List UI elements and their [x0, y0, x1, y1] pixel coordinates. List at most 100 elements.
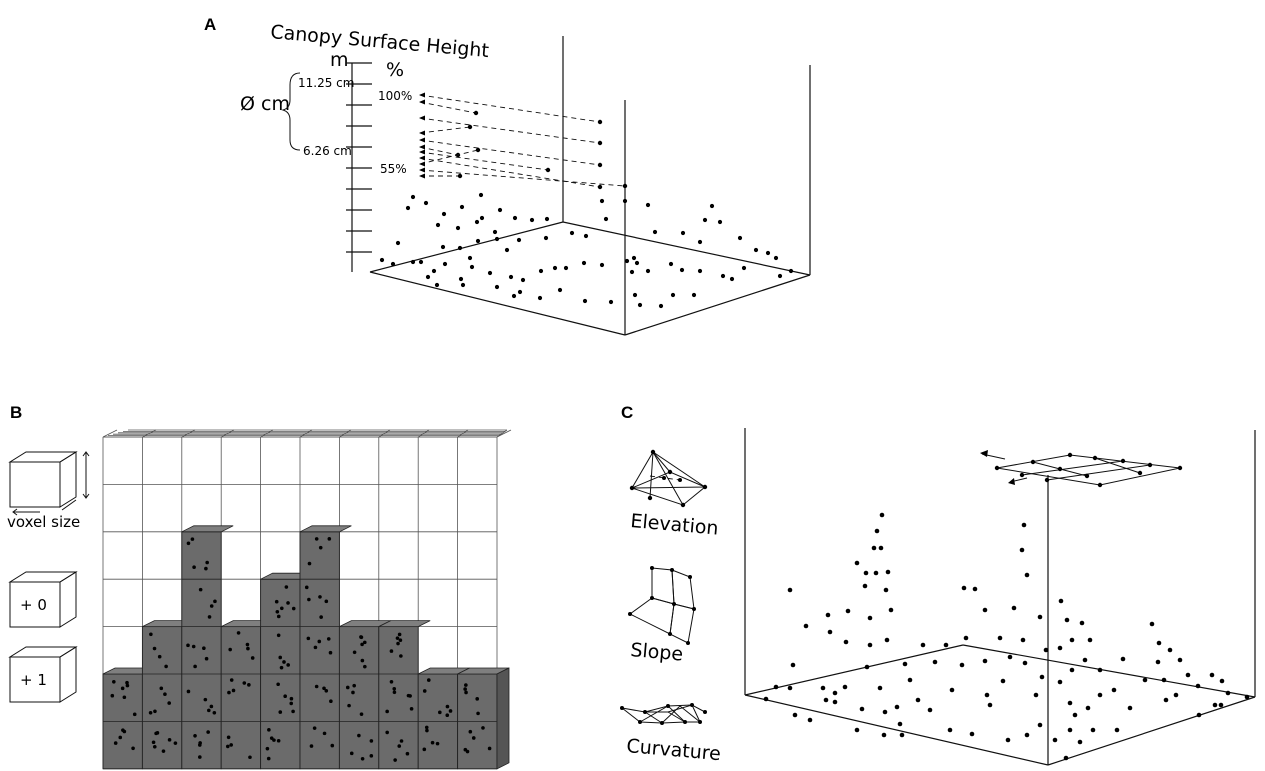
voxel-grid-line [142, 429, 157, 438]
lidar-point [405, 205, 411, 211]
voxel-point [395, 636, 400, 640]
voxel-point [125, 683, 130, 688]
projection-arrow [419, 101, 477, 114]
lidar-point [629, 269, 635, 275]
lidar-point [458, 276, 464, 282]
voxel-point [392, 686, 397, 691]
voxel-point [161, 749, 166, 753]
voxel-point [425, 728, 429, 733]
lidar-point [787, 685, 793, 691]
voxel-point [464, 690, 468, 695]
voxel-point [360, 658, 365, 663]
lidar-point [803, 623, 809, 629]
lidar-point [709, 203, 715, 209]
lidar-point [1037, 614, 1043, 620]
filled-voxel-label: + 1 [20, 671, 47, 689]
lidar-point [1195, 683, 1201, 689]
canopy-surface-height-title: Canopy Surface Height [270, 21, 490, 62]
lidar-point [859, 706, 865, 712]
projection-arrow [419, 149, 479, 165]
lidar-point [455, 225, 461, 231]
lidar-point [1043, 647, 1049, 653]
filled-voxel-top [378, 620, 431, 627]
voxel-point [347, 703, 351, 708]
voxel-point [448, 709, 453, 713]
lidar-point [469, 264, 475, 270]
lidar-point [1057, 679, 1063, 685]
top-diameter-value: 11.25 cm [298, 76, 354, 90]
voxel-point [405, 751, 410, 756]
lidar-point [1022, 660, 1028, 666]
lidar-point [854, 560, 860, 566]
voxel-point [426, 678, 431, 682]
lidar-point [787, 587, 793, 593]
voxel-grid-line [181, 429, 196, 438]
top-surface-point [467, 124, 473, 130]
elevation-label: Elevation [630, 510, 720, 540]
projection-arrowhead [419, 130, 425, 136]
voxel-point [475, 697, 480, 701]
lidar-point [1212, 702, 1218, 708]
lidar-point [599, 262, 605, 268]
lidar-point [982, 658, 988, 664]
voxel-point [289, 696, 294, 701]
lidar-point [520, 277, 526, 283]
top-surface-point [457, 173, 463, 179]
lidar-point [379, 257, 385, 263]
lidar-point [883, 587, 889, 593]
lidar-point [492, 229, 498, 235]
lidar-point [881, 732, 887, 738]
lidar-point [680, 230, 686, 236]
lidar-point [487, 270, 493, 276]
lidar-point [1000, 678, 1006, 684]
lidar-point [552, 265, 558, 271]
diameter-brace [281, 72, 301, 151]
lidar-point [949, 687, 955, 693]
voxel-point [435, 741, 440, 746]
voxel-point [385, 730, 389, 735]
lidar-point [842, 684, 848, 690]
voxel-point [359, 635, 363, 639]
voxel-point [276, 682, 280, 687]
voxel-point [279, 665, 284, 670]
voxel-point [289, 701, 294, 706]
voxel-point [275, 609, 280, 614]
lidar-point [479, 215, 485, 221]
voxel-point [167, 701, 171, 705]
lidar-point [478, 192, 484, 198]
voxel-point [163, 692, 167, 697]
lidar-point [435, 222, 441, 228]
voxel-point [248, 755, 252, 760]
lidar-point [832, 699, 838, 705]
voxel-point [122, 695, 127, 700]
voxel-point [278, 655, 283, 660]
top-surface-point [597, 140, 603, 146]
lidar-point [1244, 694, 1250, 700]
lidar-point [1225, 690, 1231, 696]
panel-c-box [744, 428, 1256, 766]
lidar-point [907, 677, 913, 683]
voxel-point [246, 646, 250, 651]
lidar-point [511, 293, 517, 299]
voxel-point [398, 638, 403, 643]
lidar-point [720, 273, 726, 279]
voxel-point [152, 744, 157, 749]
voxel-point [312, 726, 317, 730]
lidar-point [1196, 712, 1202, 718]
lidar-point [854, 727, 860, 733]
top-surface-point [473, 110, 479, 116]
top-surface-point [545, 167, 551, 173]
projection-arrow [419, 169, 626, 187]
top-surface-point [597, 119, 603, 125]
lidar-point [1142, 677, 1148, 683]
voxel-point [362, 640, 367, 645]
voxel-point [245, 642, 250, 647]
filled-voxel-side [496, 667, 510, 770]
voxel-point [357, 733, 361, 738]
voxel-point [149, 632, 153, 637]
lidar-point [1114, 727, 1120, 733]
voxel-point [409, 707, 414, 711]
voxel-point [280, 606, 284, 611]
voxel-point [286, 601, 290, 605]
lidar-point [878, 545, 884, 551]
